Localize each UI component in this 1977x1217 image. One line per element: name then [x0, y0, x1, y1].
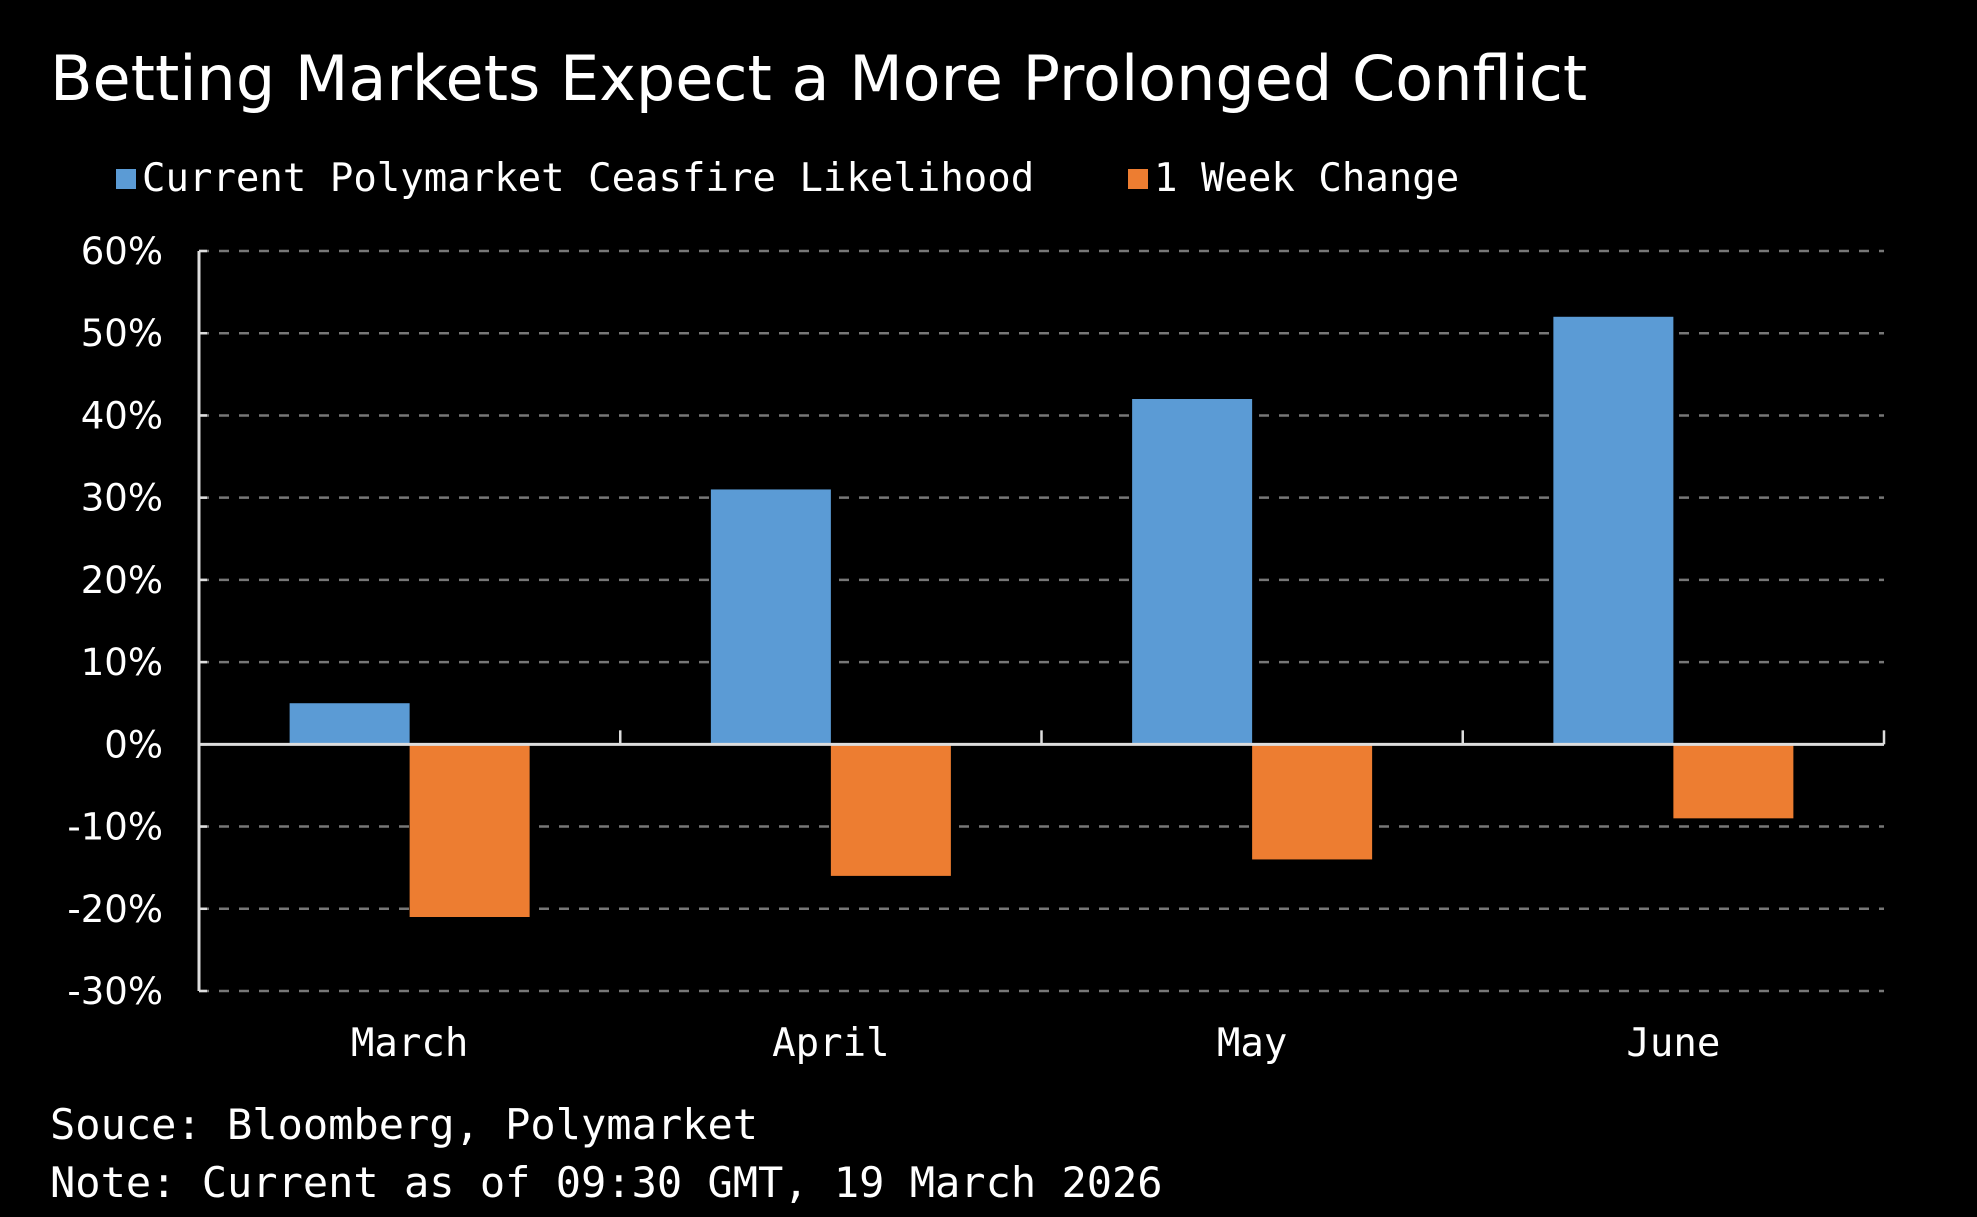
bar-likelihood-may	[1132, 399, 1253, 745]
x-tick-label: May	[1217, 1021, 1287, 1066]
bar-likelihood-june	[1553, 316, 1674, 745]
chart-title: Betting Markets Expect a More Prolonged …	[50, 42, 1588, 115]
y-tick-label: -10%	[67, 806, 163, 849]
y-tick-label: 40%	[81, 394, 163, 437]
y-tick-label: 10%	[81, 641, 163, 684]
bar-week-change-april	[830, 744, 951, 876]
y-tick-label: 0%	[104, 723, 163, 766]
bar-week-change-may	[1252, 744, 1373, 860]
y-tick-label: 20%	[81, 559, 163, 602]
legend-label: 1 Week Change	[1154, 156, 1460, 201]
legend-swatch-blue	[116, 168, 136, 189]
bar-likelihood-march	[289, 703, 410, 745]
y-tick-label: 50%	[81, 312, 163, 355]
legend-label: Current Polymarket Ceasfire Likelihood	[142, 156, 1035, 201]
x-tick-label: April	[772, 1021, 889, 1066]
bar-week-change-march	[409, 744, 530, 917]
source-note: Souce: Bloomberg, Polymarket	[50, 1100, 759, 1149]
y-tick-label: 60%	[81, 230, 163, 273]
y-tick-label: 30%	[81, 477, 163, 520]
legend-item-current-likelihood: Current Polymarket Ceasfire Likelihood	[116, 156, 1034, 201]
bar-likelihood-april	[710, 489, 831, 745]
legend-swatch-orange	[1128, 168, 1148, 189]
x-tick-label: March	[351, 1021, 468, 1066]
legend-item-week-change: 1 Week Change	[1128, 156, 1459, 201]
y-tick-label: -30%	[67, 970, 163, 1013]
footnote: Note: Current as of 09:30 GMT, 19 March …	[50, 1158, 1163, 1207]
x-tick-label: June	[1626, 1021, 1720, 1066]
bar-week-change-june	[1673, 744, 1794, 819]
y-tick-label: -20%	[67, 888, 163, 931]
